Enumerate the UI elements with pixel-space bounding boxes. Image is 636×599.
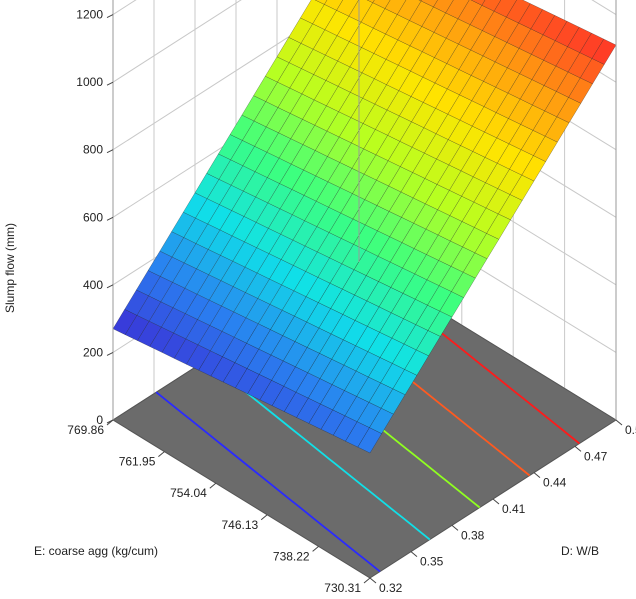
y-tick-mark	[260, 514, 268, 521]
z-tick-mark	[106, 216, 114, 221]
y-tick-mark	[209, 482, 217, 489]
z-tick-label: 1200	[76, 8, 103, 22]
surface-cell	[470, 0, 486, 6]
z-tick-mark	[106, 81, 114, 86]
surface-cell	[591, 38, 617, 65]
response-surface	[112, 0, 617, 454]
y-tick-label: 730.31	[324, 581, 361, 595]
x-tick-mark	[574, 445, 582, 452]
z-axis-title: Slump flow (mm)	[3, 223, 17, 313]
surface-cell	[372, 0, 391, 9]
x-tick-mark	[533, 472, 541, 479]
z-tick-mark	[106, 14, 114, 19]
surface-cell	[420, 0, 438, 8]
y-tick-label: 754.04	[170, 486, 207, 500]
surface-cell	[314, 0, 328, 5]
z-tick-label: 400	[83, 278, 103, 292]
z-tick-label: 800	[83, 143, 103, 157]
z-tick-label: 200	[83, 345, 103, 359]
z-tick-mark	[106, 284, 114, 289]
surface-cell	[324, 0, 344, 11]
x-tick-mark	[410, 551, 418, 558]
y-tick-label: 761.95	[119, 455, 156, 469]
y-axis-title: E: coarse agg (kg/cum)	[34, 544, 158, 558]
x-tick-label: 0.32	[379, 581, 403, 595]
y-tick-mark	[312, 546, 319, 552]
y-tick-label: 769.86	[67, 423, 104, 437]
z-tick-label: 600	[83, 210, 103, 224]
z-tick-mark	[106, 351, 114, 356]
x-tick-label: 0.44	[543, 476, 567, 490]
y-tick-mark	[363, 577, 371, 584]
y-tick-mark	[106, 419, 114, 426]
surface-cell	[481, 0, 502, 12]
y-tick-label: 746.13	[221, 518, 258, 532]
x-tick-label: 0.38	[461, 528, 485, 542]
x-tick-label: 0.5	[625, 423, 636, 437]
plot-frame	[112, 0, 617, 420]
surface-cell	[433, 0, 454, 14]
y-tick-mark	[158, 451, 165, 457]
axis-ticks: 02004006008001000120014000.320.350.380.4…	[67, 8, 636, 595]
z-tick-mark	[106, 149, 114, 154]
contour-line	[155, 391, 381, 573]
y-tick-label: 738.22	[273, 549, 310, 563]
z-tick-label: 1000	[76, 75, 103, 89]
x-tick-mark	[615, 419, 623, 426]
x-tick-label: 0.41	[502, 502, 526, 516]
x-tick-label: 0.35	[420, 555, 444, 569]
z-tick-label: 0	[96, 413, 103, 427]
x-tick-mark	[369, 577, 377, 584]
x-tick-mark	[451, 524, 459, 531]
x-tick-label: 0.47	[584, 449, 608, 463]
x-axis-title: D: W/B	[561, 544, 599, 558]
x-tick-mark	[492, 498, 500, 505]
surface-cell	[366, 0, 375, 3]
